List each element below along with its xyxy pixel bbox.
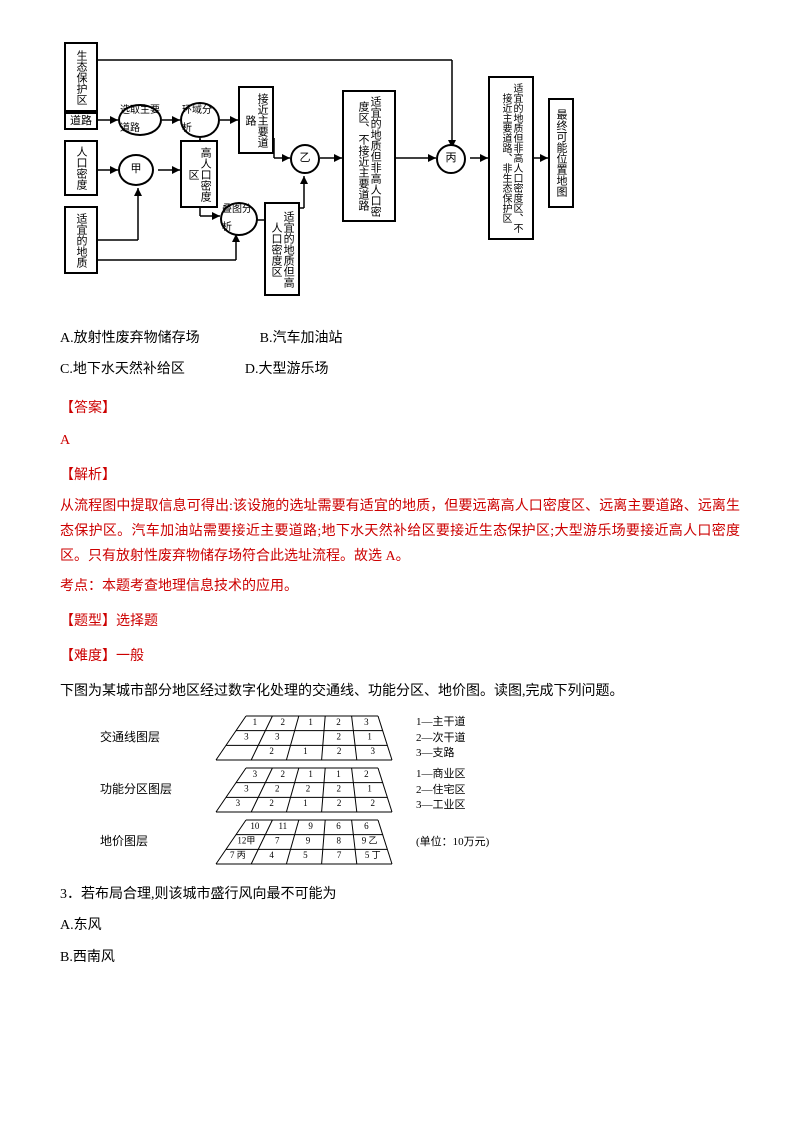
- svg-text:2: 2: [337, 746, 342, 756]
- legend-item: 3—工业区: [416, 798, 466, 813]
- question2-options: A.放射性废弃物储存场 B.汽车加油站 C.地下水天然补给区 D.大型游乐场: [60, 326, 740, 382]
- svg-text:7: 7: [337, 850, 342, 860]
- svg-text:6: 6: [364, 821, 369, 831]
- option-d: D.大型游乐场: [245, 357, 329, 382]
- svg-text:7 丙: 7 丙: [230, 850, 246, 860]
- svg-text:12甲: 12甲: [237, 836, 255, 846]
- layer-price: 地价图层 10 11 9 6 6 12甲 7 9 8 9 乙 7 丙 4 5 7 5 丁 (单位：10万元): [100, 818, 740, 866]
- svg-text:3: 3: [275, 732, 280, 742]
- difficulty-header: 【难度】一般: [60, 644, 740, 669]
- node-geo-np-nr: 适宜的地质但非高人口密度区、不接近主要道路: [342, 90, 396, 222]
- legend-item: 2—住宅区: [416, 783, 466, 798]
- node-overlay: 叠图分析: [220, 202, 258, 236]
- svg-text:9: 9: [308, 821, 313, 831]
- question3-options: A.东风 B.西南风: [60, 913, 740, 969]
- node-final-cond: 适宜的地质但非高人口密度区、不接近主要道路、非生态保护区: [488, 76, 534, 240]
- svg-text:2: 2: [281, 769, 286, 779]
- layer-func-legend: 1—商业区2—住宅区3—工业区: [416, 767, 466, 813]
- node-sel-road: 选取主要道路: [118, 104, 162, 136]
- svg-text:1: 1: [336, 769, 341, 779]
- svg-text:3: 3: [253, 769, 258, 779]
- svg-text:5 丁: 5 丁: [365, 850, 381, 860]
- svg-text:2: 2: [371, 798, 376, 808]
- flowchart-region: 生态保护区 道路 人口密度 适宜的地质 选取主要道路 环域分析 接近主要道路 甲…: [60, 30, 740, 310]
- node-pop: 人口密度: [64, 140, 98, 196]
- svg-text:2: 2: [336, 717, 341, 727]
- svg-text:2: 2: [275, 784, 280, 794]
- answer-header: 【答案】: [60, 396, 740, 421]
- layer-traffic-legend: 1—主干道2—次干道3—支路: [416, 715, 466, 761]
- legend-item: (单位：10万元): [416, 835, 489, 850]
- svg-text:2: 2: [269, 798, 274, 808]
- answer-value: A: [60, 428, 740, 453]
- layer-func: 功能分区图层 321123222132122 1—商业区2—住宅区3—工业区: [100, 766, 740, 814]
- question3-intro: 下图为某城市部分地区经过数字化处理的交通线、功能分区、地价图。读图,完成下列问题…: [60, 679, 740, 704]
- node-high-pop: 高人口密度区: [180, 140, 218, 208]
- layer-price-legend: (单位：10万元): [416, 835, 489, 850]
- svg-text:6: 6: [336, 821, 341, 831]
- explain-header: 【解析】: [60, 463, 740, 488]
- layer-price-grid: 10 11 9 6 6 12甲 7 9 8 9 乙 7 丙 4 5 7 5 丁: [208, 818, 398, 866]
- svg-text:2: 2: [337, 798, 342, 808]
- svg-text:1: 1: [367, 784, 372, 794]
- svg-text:3: 3: [364, 717, 369, 727]
- svg-text:1: 1: [367, 732, 372, 742]
- svg-text:1: 1: [303, 798, 308, 808]
- layer-traffic: 交通线图层 1212333212123 1—主干道2—次干道3—支路: [100, 714, 740, 762]
- legend-item: 1—商业区: [416, 767, 466, 782]
- node-geo-hp: 适宜的地质但高人口密度区: [264, 202, 300, 296]
- explain-p2: 考点：本题考查地理信息技术的应用。: [60, 574, 740, 599]
- node-near-road: 接近主要道路: [238, 86, 274, 154]
- svg-text:2: 2: [364, 769, 369, 779]
- layer-price-label: 地价图层: [100, 831, 190, 853]
- svg-text:3: 3: [244, 732, 249, 742]
- q3-option-a: A.东风: [60, 913, 740, 938]
- svg-text:1: 1: [308, 769, 313, 779]
- svg-text:3: 3: [371, 746, 376, 756]
- svg-text:2: 2: [337, 732, 342, 742]
- node-yi: 乙: [290, 144, 320, 174]
- node-eco: 生态保护区: [64, 42, 98, 112]
- svg-text:5: 5: [303, 850, 308, 860]
- node-final: 最终可能位置地图: [548, 98, 574, 208]
- layer-traffic-label: 交通线图层: [100, 727, 190, 749]
- svg-text:8: 8: [337, 836, 342, 846]
- option-a: A.放射性废弃物储存场: [60, 326, 200, 351]
- svg-text:2: 2: [337, 784, 342, 794]
- node-geo: 适宜的地质: [64, 206, 98, 274]
- svg-text:3: 3: [236, 798, 241, 808]
- svg-text:2: 2: [281, 717, 286, 727]
- type-header: 【题型】选择题: [60, 609, 740, 634]
- legend-item: 3—支路: [416, 746, 466, 761]
- svg-text:2: 2: [269, 746, 274, 756]
- svg-text:7: 7: [275, 836, 280, 846]
- svg-text:3: 3: [244, 784, 249, 794]
- option-c: C.地下水天然补给区: [60, 357, 185, 382]
- svg-text:4: 4: [269, 850, 274, 860]
- option-b: B.汽车加油站: [260, 326, 343, 351]
- svg-text:1: 1: [253, 717, 258, 727]
- svg-text:1: 1: [303, 746, 308, 756]
- layer-func-grid: 321123222132122: [208, 766, 398, 814]
- layer-func-label: 功能分区图层: [100, 779, 190, 801]
- layer-diagrams: 交通线图层 1212333212123 1—主干道2—次干道3—支路 功能分区图…: [100, 714, 740, 866]
- svg-text:9 乙: 9 乙: [362, 836, 378, 846]
- site-selection-flowchart: 生态保护区 道路 人口密度 适宜的地质 选取主要道路 环域分析 接近主要道路 甲…: [60, 30, 580, 310]
- node-env: 环域分析: [180, 102, 220, 138]
- legend-item: 2—次干道: [416, 731, 466, 746]
- svg-text:9: 9: [306, 836, 311, 846]
- node-jia: 甲: [118, 154, 154, 186]
- layer-traffic-grid: 1212333212123: [208, 714, 398, 762]
- node-road: 道路: [64, 112, 98, 130]
- svg-text:2: 2: [306, 784, 311, 794]
- svg-text:11: 11: [278, 821, 287, 831]
- q3-option-b: B.西南风: [60, 945, 740, 970]
- question3-stem: 3．若布局合理,则该城市盛行风向最不可能为: [60, 882, 740, 907]
- svg-text:1: 1: [308, 717, 313, 727]
- node-bing: 丙: [436, 144, 466, 174]
- explain-p1: 从流程图中提取信息可得出:该设施的选址需要有适宜的地质，但要远离高人口密度区、远…: [60, 494, 740, 570]
- svg-text:10: 10: [250, 821, 260, 831]
- legend-item: 1—主干道: [416, 715, 466, 730]
